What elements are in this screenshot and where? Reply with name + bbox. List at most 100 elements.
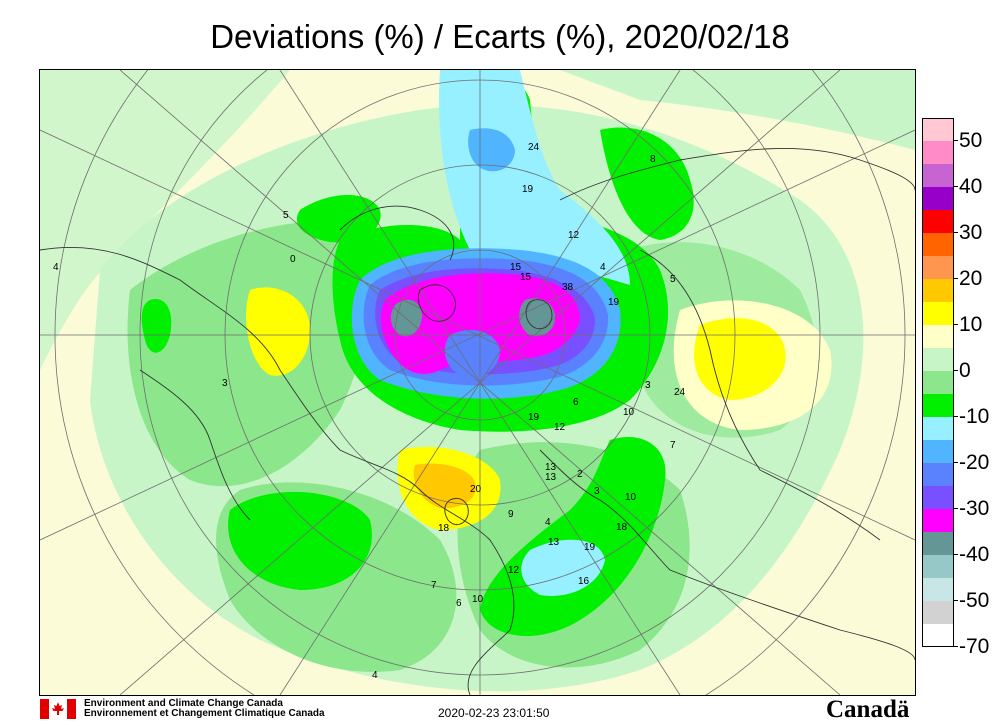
coastlines <box>40 148 915 695</box>
legend-swatch <box>922 417 954 440</box>
station-label: 24 <box>528 142 540 153</box>
legend-label: -40 <box>959 543 990 566</box>
legend-bin <box>922 279 1000 302</box>
legend-swatch <box>922 555 954 578</box>
station-label: 9 <box>508 509 514 520</box>
legend-swatch <box>922 233 954 256</box>
station-label: 0 <box>290 254 296 265</box>
legend-tick <box>954 600 958 601</box>
station-label: 19 <box>528 412 540 423</box>
station-label: 6 <box>456 598 462 609</box>
legend-swatch <box>922 141 954 164</box>
legend-bin: 0 <box>922 348 1000 381</box>
legend-tick <box>954 324 958 325</box>
organization-name-french: Environnement et Changement Climatique C… <box>84 708 325 719</box>
canada-wordmark: Canadä <box>826 696 910 723</box>
legend-bin <box>922 463 1000 486</box>
station-label: 3 <box>222 378 228 389</box>
legend-swatch <box>922 509 954 532</box>
station-label: 15 <box>510 262 522 273</box>
legend-swatch <box>922 601 954 624</box>
station-label: 15 <box>520 272 532 283</box>
legend-swatch <box>922 279 954 302</box>
legend-bin <box>922 417 1000 440</box>
legend-bin <box>922 371 1000 394</box>
legend-bin: -10 <box>922 394 1000 427</box>
legend-bin <box>922 187 1000 210</box>
canada-flag-icon <box>40 699 76 719</box>
legend-bin: -30 <box>922 486 1000 519</box>
station-label: 13 <box>545 462 557 473</box>
station-label: 3 <box>645 380 651 391</box>
station-label: 19 <box>522 184 534 195</box>
legend-tick <box>954 554 958 555</box>
station-label: 7 <box>670 440 676 451</box>
legend-tick <box>954 140 958 141</box>
legend-bin: -70 <box>922 624 1000 657</box>
legend-bin <box>922 601 1000 624</box>
legend-swatch <box>922 394 954 417</box>
station-label: 5 <box>670 274 676 285</box>
legend-tick <box>954 278 958 279</box>
legend-bin <box>922 233 1000 256</box>
station-label: 13 <box>548 537 560 548</box>
station-label: 19 <box>608 297 620 308</box>
organization-name-english: Environment and Climate Change Canada <box>84 698 283 709</box>
station-label: 18 <box>438 523 450 534</box>
station-label: 4 <box>53 262 59 273</box>
station-label: 12 <box>554 422 566 433</box>
legend-label: 40 <box>959 175 983 198</box>
legend-label: -20 <box>959 451 990 474</box>
legend-bin: 40 <box>922 164 1000 197</box>
station-label: 5 <box>283 210 289 221</box>
station-label: 19 <box>584 542 596 553</box>
legend-bin <box>922 509 1000 532</box>
station-label: 4 <box>600 262 606 273</box>
generation-timestamp: 2020-02-23 23:01:50 <box>438 706 550 720</box>
legend-tick <box>954 416 958 417</box>
station-label: 10 <box>625 492 637 503</box>
station-label: 24 <box>674 387 686 398</box>
legend-swatch <box>922 187 954 210</box>
legend-label: 0 <box>959 359 971 382</box>
legend-swatch <box>922 371 954 394</box>
legend-label: 10 <box>959 313 983 336</box>
legend-swatch <box>922 486 954 509</box>
station-label: 4 <box>545 517 551 528</box>
station-label: 13 <box>545 472 557 483</box>
legend-label: 20 <box>959 267 983 290</box>
station-label: 20 <box>470 484 482 495</box>
station-labels: 24 19 12 8 15 4 5 0 4 3 5 15 38 19 3 24 … <box>53 142 686 681</box>
legend-tick <box>954 462 958 463</box>
legend-bin: 30 <box>922 210 1000 243</box>
contour-fields <box>40 70 915 692</box>
legend-bin: -50 <box>922 578 1000 611</box>
legend-tick <box>954 186 958 187</box>
graticule <box>40 70 915 695</box>
legend-bin: 50 <box>922 118 1000 151</box>
ozone-deviation-map: 24 19 12 8 15 4 5 0 4 3 5 15 38 19 3 24 … <box>39 69 916 696</box>
station-label: 3 <box>594 486 600 497</box>
station-label: 4 <box>372 670 378 681</box>
station-label: 8 <box>650 154 656 165</box>
legend-swatch <box>922 578 954 601</box>
legend-label: -30 <box>959 497 990 520</box>
legend-bin: -20 <box>922 440 1000 473</box>
legend-swatch <box>922 118 954 141</box>
legend-bin <box>922 141 1000 164</box>
legend-tick <box>954 508 958 509</box>
polar-stereographic-map: 24 19 12 8 15 4 5 0 4 3 5 15 38 19 3 24 … <box>40 70 915 695</box>
legend-swatch <box>922 348 954 371</box>
legend-label: -10 <box>959 405 990 428</box>
legend-swatch <box>922 256 954 279</box>
legend-swatch <box>922 325 954 348</box>
legend-swatch <box>922 164 954 187</box>
station-label: 7 <box>431 580 437 591</box>
legend-bin <box>922 325 1000 348</box>
station-label: 10 <box>472 594 484 605</box>
legend-bin: -40 <box>922 532 1000 565</box>
station-label: 12 <box>508 565 520 576</box>
station-label: 38 <box>562 282 574 293</box>
legend-swatch <box>922 210 954 233</box>
legend-swatch <box>922 302 954 325</box>
